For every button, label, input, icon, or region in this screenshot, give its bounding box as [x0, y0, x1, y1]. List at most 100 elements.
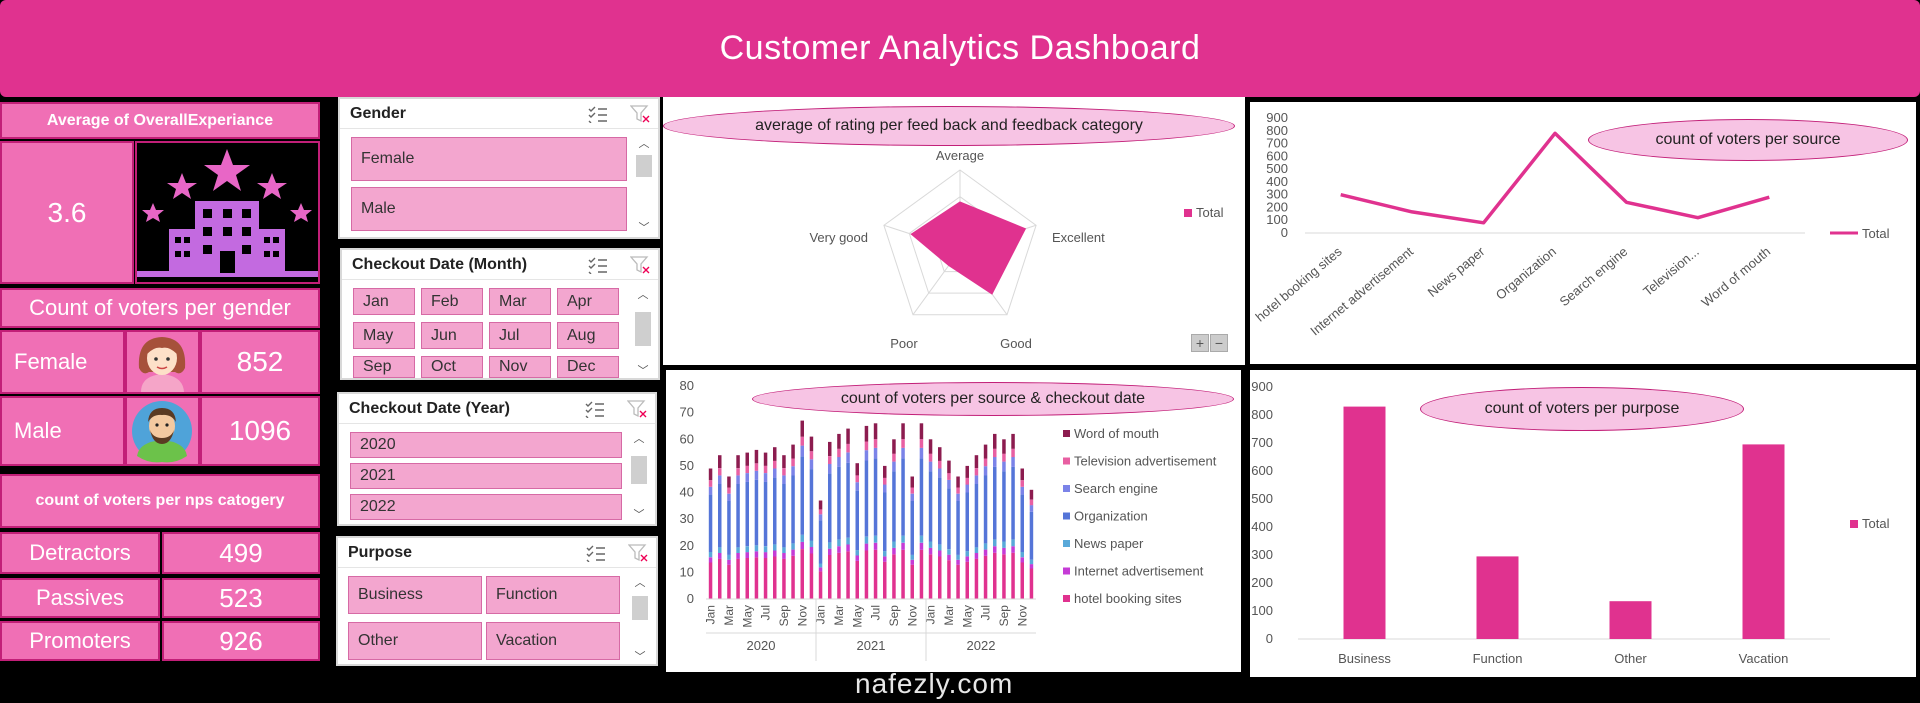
slicer-item-2020[interactable]: 2020 [350, 432, 622, 458]
slicer-item-2022[interactable]: 2022 [350, 494, 622, 520]
slicer-item-jul[interactable]: Jul [489, 322, 551, 349]
clear-filter-icon[interactable] [630, 256, 650, 274]
nps-detractors-label: Detractors [0, 532, 160, 574]
y-tick-label: 700 [1266, 136, 1288, 151]
x-tick-label: Jul [979, 605, 993, 620]
slicer-item-aug[interactable]: Aug [557, 322, 619, 349]
stacked-bar-segment [919, 447, 924, 459]
multi-select-icon[interactable] [585, 400, 605, 418]
slicer-item-nov[interactable]: Nov [489, 356, 551, 378]
stacked-bar-segment [910, 487, 914, 494]
slicer-title: Checkout Date (Year) [349, 399, 510, 417]
line-chart-title: count of voters per source [1588, 119, 1908, 161]
stacked-bar-segment [919, 458, 924, 536]
zoom-out-button[interactable]: − [1210, 334, 1228, 352]
year-label: 2022 [967, 638, 996, 653]
stacked-bar-segment [818, 567, 823, 572]
zoom-in-button[interactable]: + [1191, 334, 1209, 352]
slicer-scrollbar[interactable]: ︿ ﹀ [633, 286, 653, 378]
x-tick-label: Function [1473, 651, 1523, 666]
stacked-bar-segment [938, 468, 942, 478]
stacked-bar-segment [947, 560, 951, 599]
legend-label: hotel booking sites [1074, 591, 1182, 606]
radar-chart-card: average of rating per feed back and feed… [663, 97, 1245, 365]
legend-label: Internet advertisement [1074, 564, 1204, 579]
slicer-item-2021[interactable]: 2021 [350, 463, 622, 489]
stacked-bar-segment [873, 542, 878, 550]
clear-filter-icon[interactable] [627, 400, 647, 418]
clear-filter-icon[interactable] [630, 105, 650, 123]
stacked-bar-segment [1011, 466, 1015, 540]
stacked-bar-segment [727, 487, 731, 494]
stacked-bar-segment [745, 558, 749, 599]
slicer-item-function[interactable]: Function [486, 576, 620, 614]
stacked-bar-segment [919, 439, 924, 448]
clear-filter-icon[interactable] [628, 544, 648, 562]
stacked-bar-segment [745, 546, 749, 553]
slicer-item-oct[interactable]: Oct [421, 356, 483, 378]
slicer-scrollbar[interactable]: ︿ ﹀ [629, 430, 649, 522]
legend-swatch [1063, 485, 1070, 492]
gender-slicer: Gender Female Male ︿ ﹀ [338, 97, 660, 239]
stacked-bar-segment [754, 545, 759, 552]
slicer-item-vacation[interactable]: Vacation [486, 622, 620, 660]
slicer-item-jun[interactable]: Jun [421, 322, 483, 349]
stacked-bar-segment [855, 561, 859, 599]
stacked-bar-segment [919, 423, 924, 440]
stacked-bar-segment [928, 439, 933, 454]
stacked-bar-segment [855, 463, 859, 476]
slicer-scrollbar[interactable]: ︿ ﹀ [634, 135, 654, 235]
y-tick-label: 60 [680, 431, 694, 446]
stacked-bar-segment [883, 484, 887, 493]
stacked-bar-segment [782, 558, 786, 599]
slicer-item-may[interactable]: May [353, 322, 415, 349]
bar [1742, 444, 1785, 639]
stacked-bar-segment [782, 484, 786, 548]
slicer-item-business[interactable]: Business [348, 576, 482, 614]
multi-select-icon[interactable] [588, 105, 608, 123]
stacked-bar-segment [1029, 505, 1034, 512]
slicer-item-male[interactable]: Male [351, 187, 627, 231]
slicer-item-female[interactable]: Female [351, 137, 627, 181]
stacked-bar-segment [1002, 554, 1006, 599]
stacked-bar-segment [763, 546, 768, 553]
x-tick-label: May [960, 605, 974, 628]
y-tick-label: 700 [1251, 435, 1273, 450]
stacked-bar-segment [754, 449, 759, 464]
stacked-bar-segment [965, 484, 969, 493]
stacked-bar-segment [837, 433, 841, 449]
stacked-bar-segment [938, 477, 942, 545]
stacked-bar-segment [837, 539, 841, 547]
stacked-bar-segment [919, 542, 924, 550]
stacked-bar-segment [791, 543, 795, 550]
slicer-item-feb[interactable]: Feb [421, 288, 483, 315]
stacked-bar-segment [763, 481, 768, 547]
stacked-bar-segment [965, 551, 969, 557]
stacked-bar-segment [800, 456, 804, 535]
multi-select-icon[interactable] [586, 544, 606, 562]
legend-swatch [1063, 540, 1070, 547]
stacked-bar-segment [800, 436, 804, 446]
slicer-item-other[interactable]: Other [348, 622, 482, 660]
slicer-scrollbar[interactable]: ︿ ﹀ [630, 574, 650, 664]
stacked-bar-segment [782, 547, 786, 553]
stacked-bar-segment [809, 553, 814, 599]
slicer-item-jan[interactable]: Jan [353, 288, 415, 315]
stacked-bar-segment [919, 549, 924, 599]
multi-select-icon[interactable] [588, 256, 608, 274]
slicer-item-mar[interactable]: Mar [489, 288, 551, 315]
stacked-bar-segment [718, 553, 722, 559]
stacked-bar-segment [965, 492, 969, 552]
slicer-item-dec[interactable]: Dec [557, 356, 619, 378]
legend-swatch [1063, 512, 1070, 520]
stacked-bar-segment [727, 554, 731, 560]
stacked-bar-segment [773, 550, 777, 557]
stacked-bar-segment [791, 475, 795, 544]
slicer-item-sep[interactable]: Sep [353, 356, 415, 378]
stacked-bar-segment [855, 555, 859, 561]
stacked-bar-segment [1002, 547, 1006, 555]
stacked-bar-segment [873, 535, 878, 543]
slicer-item-apr[interactable]: Apr [557, 288, 619, 315]
stacked-bar-segment [956, 564, 960, 599]
stacked-bar-segment [1020, 557, 1024, 563]
